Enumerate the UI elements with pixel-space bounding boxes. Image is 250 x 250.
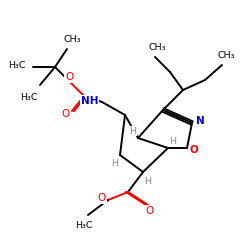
Text: H: H bbox=[112, 160, 118, 168]
Text: O: O bbox=[65, 72, 73, 82]
Text: H: H bbox=[170, 136, 176, 145]
Text: NH: NH bbox=[80, 96, 98, 106]
Text: O: O bbox=[98, 193, 106, 203]
Text: N: N bbox=[196, 116, 204, 126]
Text: H₃C: H₃C bbox=[20, 92, 38, 102]
Text: CH₃: CH₃ bbox=[63, 34, 81, 43]
Text: H₃C: H₃C bbox=[8, 60, 26, 70]
Text: H: H bbox=[130, 126, 136, 136]
Text: CH₃: CH₃ bbox=[217, 50, 235, 59]
Text: CH₃: CH₃ bbox=[148, 42, 166, 51]
Text: H₃C: H₃C bbox=[75, 220, 93, 230]
Text: O: O bbox=[190, 145, 198, 155]
Text: O: O bbox=[146, 206, 154, 216]
Text: H: H bbox=[144, 176, 152, 186]
Text: O: O bbox=[62, 109, 70, 119]
